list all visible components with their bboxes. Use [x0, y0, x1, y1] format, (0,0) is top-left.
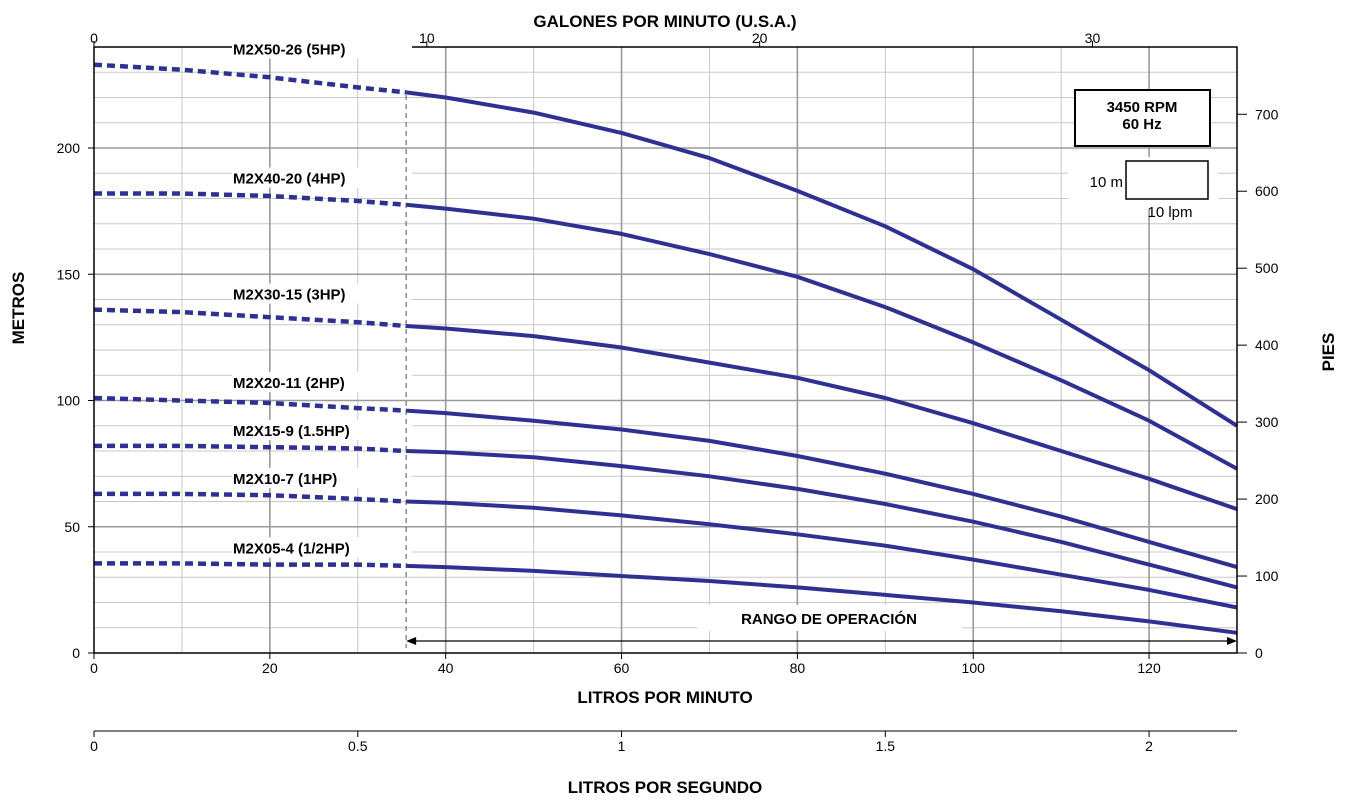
curve-dashed-1 — [93, 62, 407, 95]
curve-dashed-3 — [93, 307, 407, 329]
curve-solid-7 — [406, 563, 1238, 635]
y-right-tick-label: 300 — [1255, 414, 1279, 430]
curve-label-3: M2X30-15 (3HP) — [233, 287, 346, 304]
x-top-tick-label: 30 — [1085, 30, 1101, 46]
x-bottom-tick-label: 40 — [438, 660, 454, 676]
scale-key-vertical-label: 10 m — [1090, 174, 1123, 191]
curve-dashed-2 — [94, 191, 407, 208]
x-second-tick-label: 2 — [1145, 738, 1153, 754]
y-left-tick-label: 100 — [57, 393, 81, 409]
curve-solid-1 — [405, 90, 1239, 428]
curve-solid-6 — [406, 499, 1238, 610]
curve-label-bg — [232, 283, 412, 304]
x-top-axis-title: GALONES POR MINUTO (U.S.A.) — [533, 12, 796, 31]
curve-label-bg — [232, 38, 412, 59]
x-top-tick-label: 0 — [90, 30, 98, 46]
operating-range: RANGO DE OPERACIÓN — [405, 95, 1237, 648]
y-right-tick-label: 200 — [1255, 491, 1279, 507]
labels-layer: M2X50-26 (5HP) M2X40-20 (4HP) M2X30-15 (3H… — [232, 38, 412, 558]
curve-label-bg — [232, 167, 412, 188]
y-left-tick-label: 0 — [72, 645, 80, 661]
hz-label: 60 Hz — [1122, 116, 1161, 133]
curve-label-4: M2X20-11 (2HP) — [233, 375, 345, 392]
y-left-tick-label: 150 — [57, 266, 81, 282]
curve-label-bg — [232, 467, 412, 488]
curve-dashed-7 — [94, 561, 407, 569]
y-left-axis-title: METROS — [9, 272, 28, 345]
x-bottom-tick-label: 100 — [962, 660, 986, 676]
x-second-tick-label: 0 — [90, 738, 98, 754]
curve-dashed-4 — [93, 395, 407, 413]
y-right-tick-label: 100 — [1255, 568, 1279, 584]
curve-label-bg — [232, 537, 412, 558]
y-right-tick-label: 500 — [1255, 260, 1279, 276]
plot-frame — [93, 46, 1238, 654]
x-bottom-tick-label: 120 — [1137, 660, 1161, 676]
x-bottom-tick-label: 0 — [90, 660, 98, 676]
curve-label-bg — [232, 371, 412, 392]
scale-key: 10 m 10 lpm — [1068, 157, 1218, 221]
curve-dashed-5 — [94, 443, 407, 454]
y-right-tick-label: 400 — [1255, 337, 1279, 353]
curve-label-1: M2X50-26 (5HP) — [233, 42, 346, 59]
x-bottom-axis-title: LITROS POR MINUTO — [577, 688, 752, 707]
x-top-tick-label: 10 — [419, 30, 435, 46]
curve-label-7: M2X05-4 (1/2HP) — [233, 540, 350, 557]
curve-label-5: M2X15-9 (1.5HP) — [233, 423, 350, 440]
y-left-tick-label: 50 — [64, 519, 80, 535]
arrow-right-icon — [1227, 637, 1237, 645]
rpm-box: 3450 RPM 60 Hz — [1074, 89, 1211, 147]
arrow-left-icon — [406, 637, 417, 645]
curve-solid-2 — [405, 202, 1238, 471]
x-bottom-tick-label: 20 — [262, 660, 278, 676]
x-second-tick-label: 0.5 — [348, 738, 368, 754]
curve-label-bg — [232, 419, 412, 440]
y-right-axis-title: PIES — [1319, 333, 1338, 372]
curve-label-6: M2X10-7 (1HP) — [233, 471, 337, 488]
x-second-tick-label: 1 — [618, 738, 626, 754]
curve-dashed-6 — [94, 491, 407, 504]
x-bottom-tick-label: 60 — [614, 660, 630, 676]
scale-key-horizontal-label: 10 lpm — [1147, 204, 1192, 221]
x-bottom-tick-label: 80 — [790, 660, 806, 676]
grid-layer — [93, 46, 1238, 654]
curve-solid-3 — [405, 324, 1238, 511]
y-left-tick-label: 200 — [57, 140, 81, 156]
curve-solid-5 — [406, 449, 1238, 590]
rpm-label: 3450 RPM — [1107, 99, 1178, 116]
y-right-tick-label: 0 — [1255, 645, 1263, 661]
x-second-axis-title: LITROS POR SEGUNDO — [568, 778, 763, 797]
y-right-tick-label: 700 — [1255, 106, 1279, 122]
operating-range-label: RANGO DE OPERACIÓN — [741, 610, 917, 628]
curve-label-2: M2X40-20 (4HP) — [233, 170, 346, 187]
x-second-tick-label: 1.5 — [876, 738, 896, 754]
x-top-tick-label: 20 — [752, 30, 768, 46]
curves-layer — [93, 62, 1239, 635]
curve-solid-4 — [405, 408, 1238, 570]
y-right-tick-label: 600 — [1255, 183, 1279, 199]
